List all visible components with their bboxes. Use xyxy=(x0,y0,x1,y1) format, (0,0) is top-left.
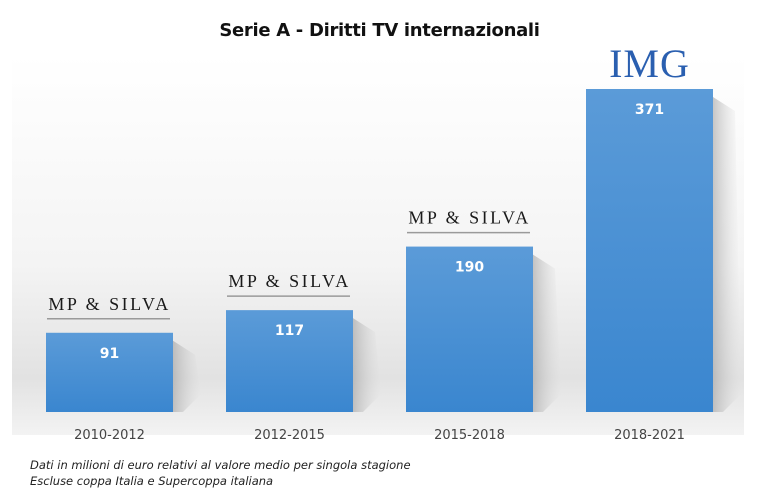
data-label: 371 xyxy=(635,102,664,118)
bar-2010-2012 xyxy=(46,332,173,412)
data-label: 117 xyxy=(275,323,304,339)
broadcaster-logo-mpsilva: MP & SILVA xyxy=(48,294,170,314)
data-label: 91 xyxy=(100,346,119,362)
bar-2015-2018 xyxy=(406,246,533,412)
bar-shadow xyxy=(173,340,201,412)
x-tick-label: 2018-2021 xyxy=(614,428,685,443)
chart-title: Serie A - Diritti TV internazionali xyxy=(219,20,540,41)
bar-shadow xyxy=(533,254,561,412)
footnote-2: Escluse coppa Italia e Supercoppa italia… xyxy=(30,474,274,488)
x-tick-label: 2012-2015 xyxy=(254,428,325,443)
bar-shadow xyxy=(353,318,381,412)
bar-shadow xyxy=(713,97,741,412)
data-label: 190 xyxy=(455,260,484,276)
bar-2012-2015 xyxy=(226,310,353,412)
broadcaster-logo-img: IMG xyxy=(609,41,690,86)
broadcaster-logo-mpsilva: MP & SILVA xyxy=(228,271,350,291)
broadcaster-logo-mpsilva: MP & SILVA xyxy=(408,208,530,228)
bar-2018-2021 xyxy=(586,89,713,412)
footnote-1: Dati in milioni di euro relativi al valo… xyxy=(30,458,411,472)
x-tick-label: 2015-2018 xyxy=(434,428,505,443)
x-tick-label: 2010-2012 xyxy=(74,428,145,443)
